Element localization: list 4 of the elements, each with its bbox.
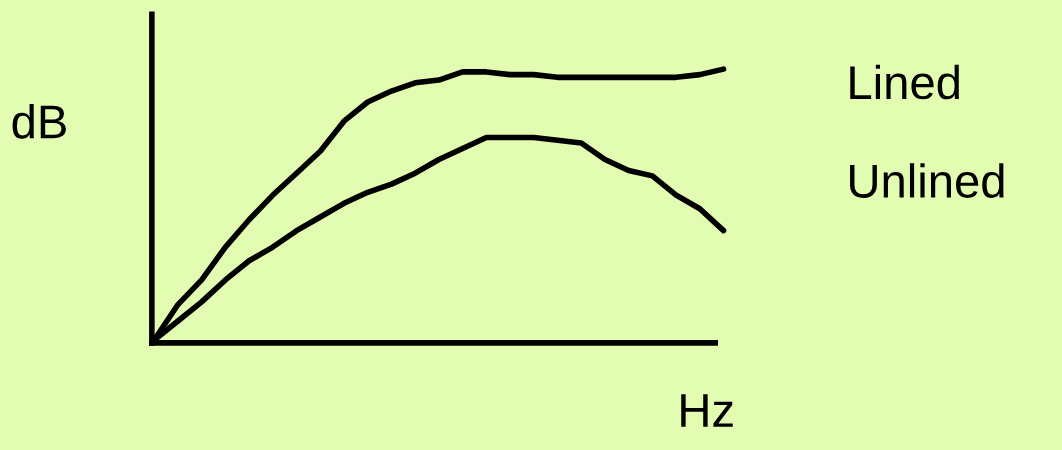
y-axis-title: dB [12, 103, 66, 139]
text: Lined [850, 64, 959, 100]
text: Unlined [850, 163, 1004, 198]
x-axis-title: Hz [681, 394, 733, 427]
